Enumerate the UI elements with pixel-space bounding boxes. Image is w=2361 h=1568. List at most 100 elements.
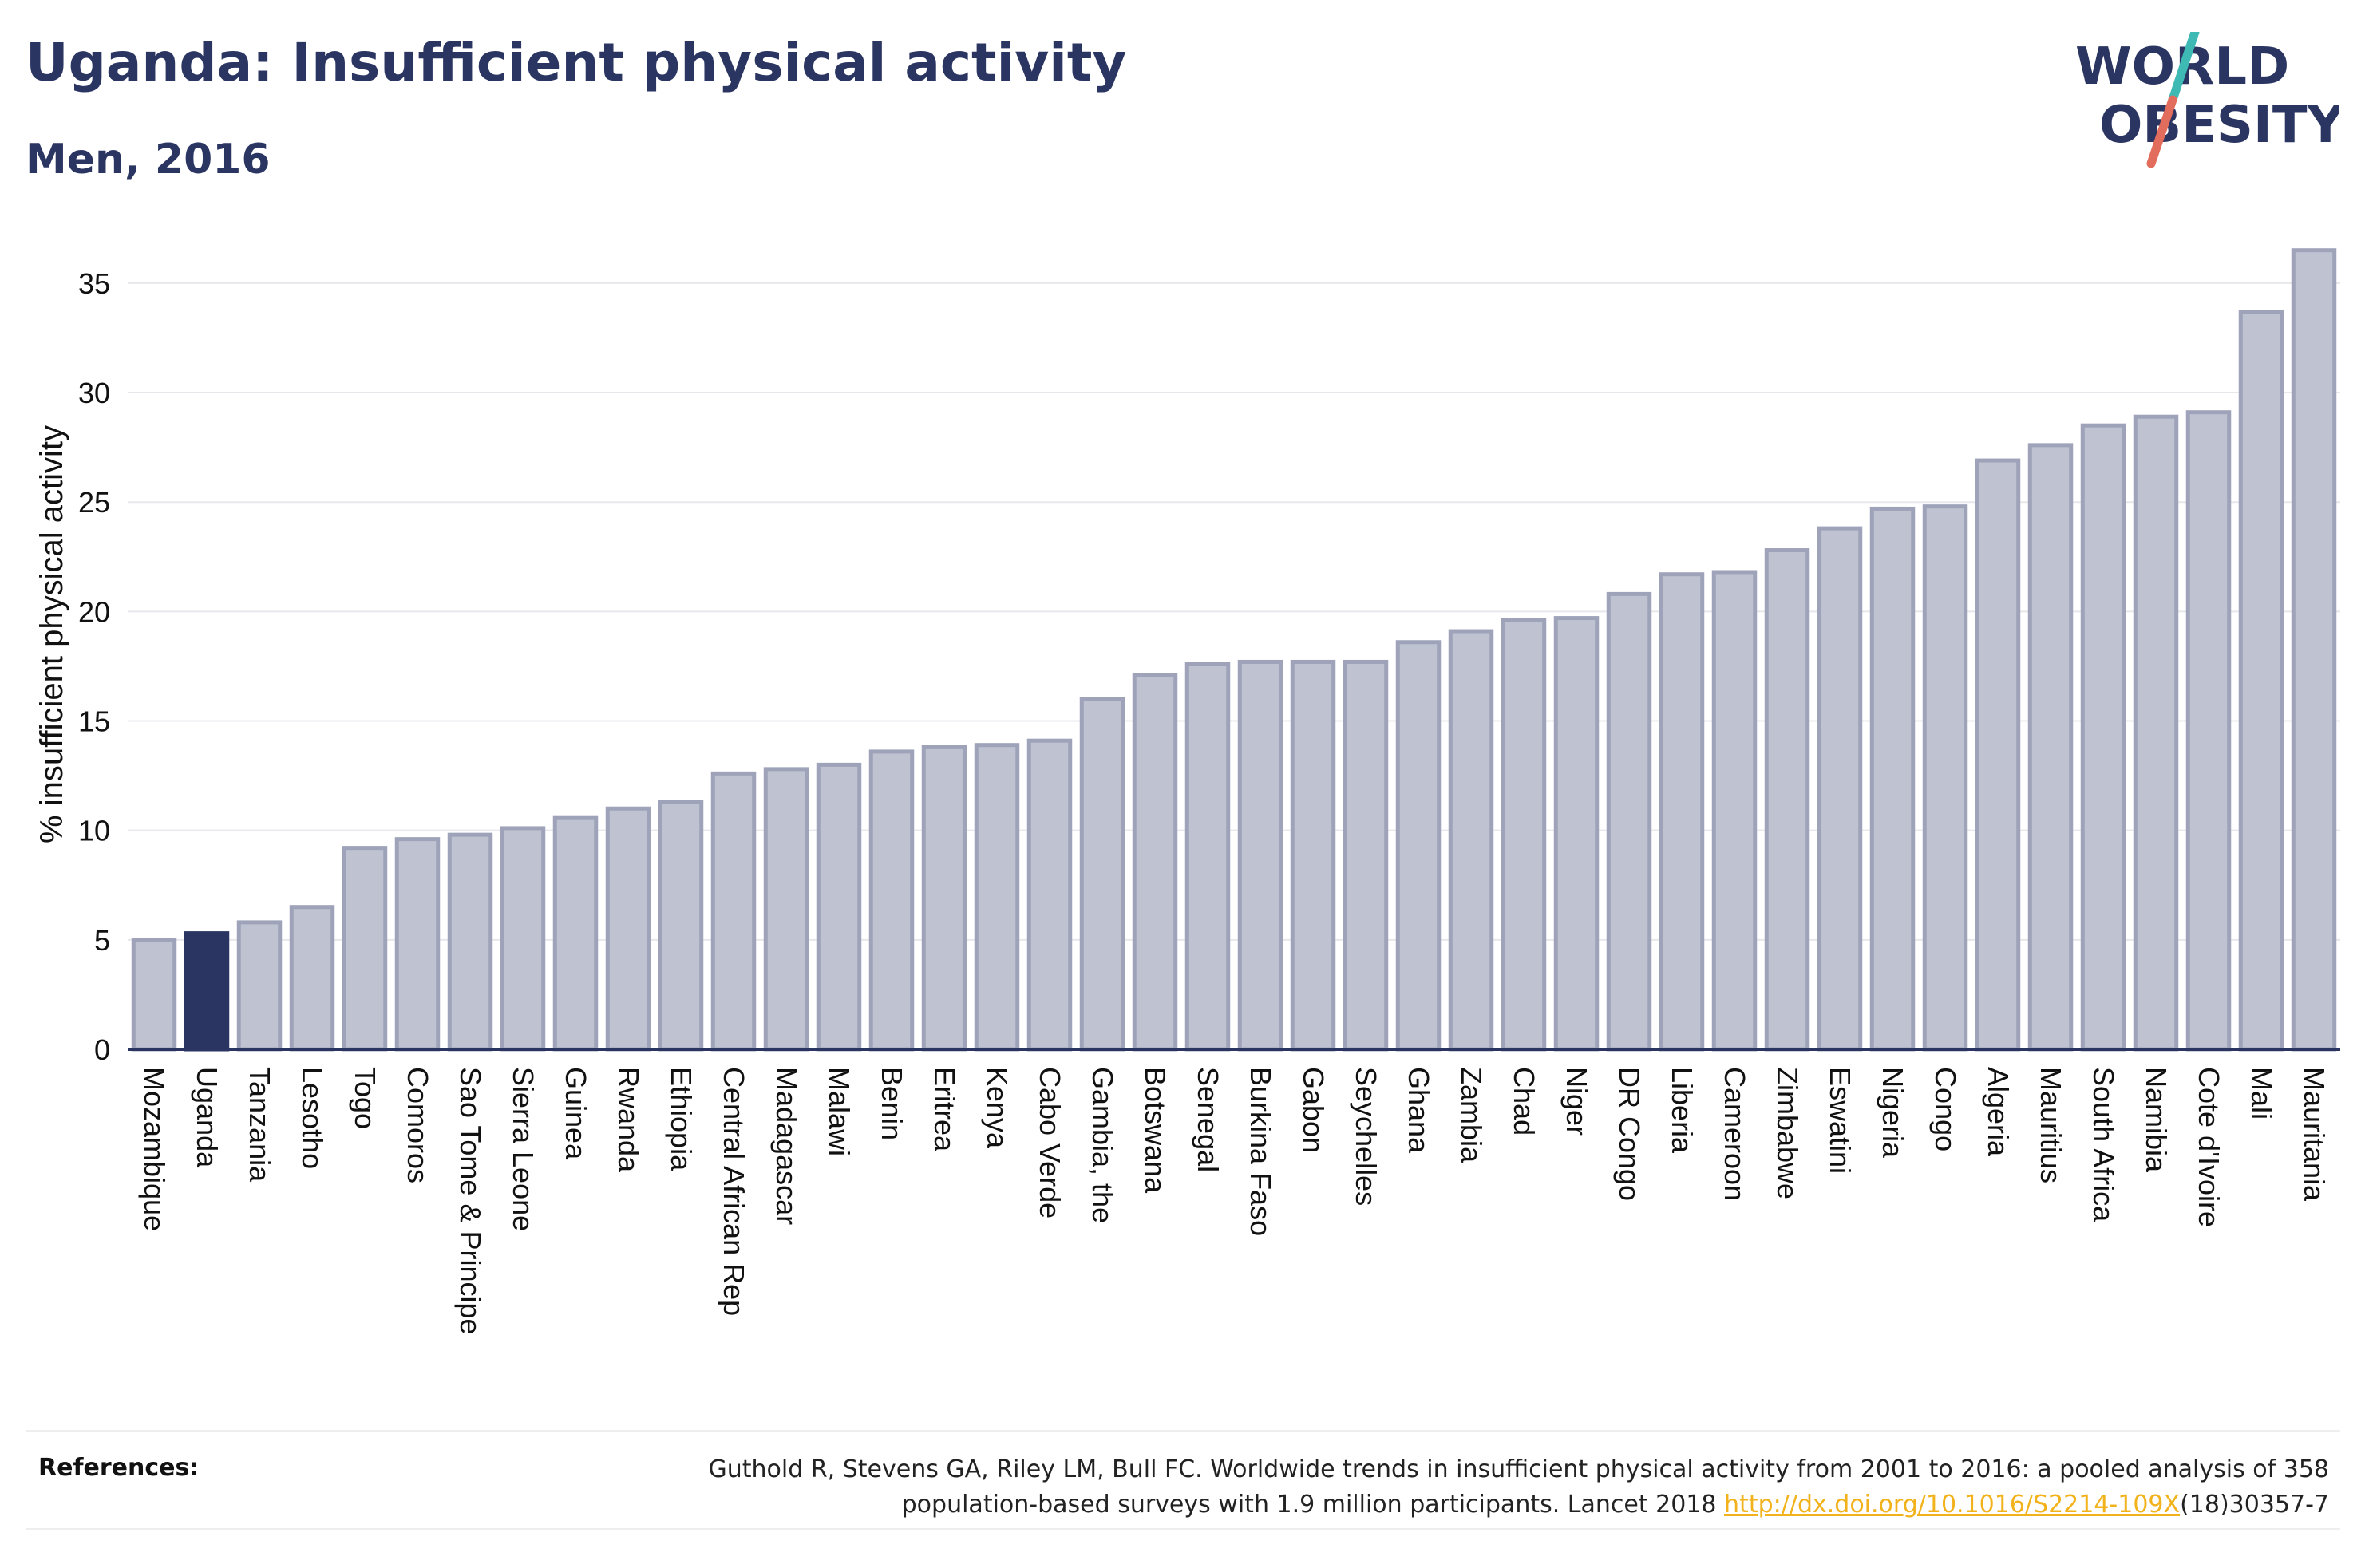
references-divider-top	[26, 1430, 2340, 1432]
x-tick-label: Sao Tome & Principe	[454, 1067, 487, 1335]
world-obesity-logo: WORLD OBESITY	[2075, 32, 2339, 168]
x-tick-label: Cameroon	[1718, 1067, 1751, 1201]
bar	[1869, 506, 1916, 1052]
x-tick-label: South Africa	[2087, 1067, 2120, 1222]
x-tick-label: Zimbabwe	[1771, 1067, 1804, 1199]
gridlines	[128, 282, 2340, 941]
bar	[1026, 738, 1073, 1052]
bar	[2027, 443, 2074, 1052]
y-tick-label: 10	[78, 815, 110, 847]
x-tick-label: Gambia, the	[1086, 1067, 1119, 1223]
bar	[1553, 616, 1600, 1052]
bar	[1290, 659, 1336, 1052]
x-tick-label: Gabon	[1297, 1067, 1330, 1153]
bar	[605, 806, 651, 1052]
x-tick-label: Togo	[349, 1067, 382, 1129]
x-tick-label: Liberia	[1666, 1067, 1699, 1154]
bar	[1711, 570, 1758, 1052]
x-tick-label: Benin	[876, 1067, 908, 1140]
bar	[447, 832, 493, 1052]
bar	[394, 837, 441, 1052]
y-tick-label: 35	[78, 267, 110, 300]
x-tick-label: Ethiopia	[665, 1067, 698, 1171]
x-tick-label: Cabo Verde	[1034, 1067, 1066, 1218]
x-tick-label: Mauritius	[2035, 1067, 2067, 1183]
bar	[974, 743, 1020, 1052]
bar	[1501, 618, 1547, 1052]
bar	[1343, 659, 1389, 1052]
y-tick-labels: 0 5 10 15 20 25 30 35	[78, 267, 110, 1066]
y-tick-label: 30	[78, 377, 110, 409]
bar	[2238, 310, 2284, 1052]
logo-slash-red	[2146, 95, 2177, 168]
bar	[1237, 659, 1283, 1052]
bar	[236, 920, 283, 1052]
x-tick-label: Rwanda	[612, 1067, 645, 1173]
x-tick-label: Algeria	[1982, 1067, 2015, 1157]
bar	[131, 938, 177, 1052]
bar	[1975, 458, 2021, 1052]
x-tick-label: Lesotho	[296, 1067, 329, 1169]
bar	[816, 762, 862, 1052]
logo-slash-teal	[2168, 32, 2200, 105]
references-line-2: population-based surveys with 1.9 millio…	[413, 1487, 2329, 1523]
x-tick-label: Chad	[1508, 1067, 1540, 1136]
chart-subtitle: Men, 2016	[26, 136, 271, 184]
bar	[1184, 662, 1231, 1052]
references-line-2-end: (18)30357-7	[2180, 1491, 2329, 1519]
x-tick-labels: Mozambique Uganda Tanzania Lesotho Togo Comor…	[138, 1067, 2331, 1335]
x-tick-label: Mozambique	[138, 1067, 171, 1231]
x-tick-label: Botswana	[1139, 1067, 1172, 1194]
x-tick-label: Cote d'Ivoire	[2193, 1067, 2225, 1227]
bar	[2133, 414, 2179, 1052]
bar	[1606, 591, 1652, 1052]
x-tick-label: Namibia	[2140, 1067, 2173, 1173]
x-tick-label: DR Congo	[1613, 1067, 1646, 1201]
bar	[289, 905, 335, 1052]
bar	[763, 767, 809, 1052]
x-tick-label: Malawi	[823, 1067, 856, 1156]
x-tick-label: Kenya	[981, 1067, 1014, 1149]
bar	[1659, 572, 1705, 1052]
bar	[1817, 526, 1863, 1052]
references-line-1: Guthold R, Stevens GA, Riley LM, Bull FC…	[708, 1455, 2329, 1483]
bar	[1132, 673, 1178, 1052]
bar	[1079, 697, 1125, 1052]
logo-word-obesity: OBESITY	[2099, 96, 2339, 155]
x-tick-label: Congo	[1929, 1067, 1962, 1151]
references-doi-link[interactable]: http://dx.doi.org/10.1016/S2214-109X	[1724, 1491, 2181, 1519]
x-tick-label: Burkina Faso	[1244, 1067, 1277, 1236]
bar	[342, 846, 388, 1052]
bar	[552, 815, 599, 1052]
x-tick-label: Madagascar	[770, 1067, 803, 1225]
bar	[1395, 640, 1442, 1052]
bar	[1448, 629, 1494, 1052]
references-text: Guthold R, Stevens GA, Riley LM, Bull FC…	[413, 1452, 2329, 1523]
x-tick-label: Mali	[2245, 1067, 2278, 1120]
x-tick-label: Central African Rep	[718, 1067, 750, 1316]
bar	[2080, 423, 2126, 1052]
bar	[658, 800, 704, 1052]
x-tick-label: Senegal	[1192, 1067, 1224, 1172]
bar-highlight	[184, 931, 230, 1052]
x-tick-label: Mauritania	[2298, 1067, 2331, 1202]
references-label: References:	[38, 1454, 200, 1482]
references-line-2-start: population-based surveys with 1.9 millio…	[901, 1491, 1725, 1519]
bar	[1922, 504, 1968, 1052]
x-tick-label: Comoros	[401, 1067, 434, 1183]
bars	[131, 248, 2337, 1052]
bar	[1764, 548, 1810, 1052]
x-tick-label: Seychelles	[1350, 1067, 1382, 1206]
x-tick-label: Niger	[1560, 1067, 1593, 1136]
y-tick-label: 25	[78, 486, 110, 519]
bar	[2291, 248, 2337, 1052]
x-tick-label: Zambia	[1455, 1067, 1488, 1163]
x-tick-label: Eritrea	[928, 1067, 961, 1152]
x-tick-label: Eswatini	[1824, 1067, 1857, 1174]
y-tick-label: 0	[94, 1033, 110, 1066]
x-tick-label: Sierra Leone	[507, 1067, 540, 1231]
x-tick-label: Uganda	[191, 1067, 223, 1168]
y-tick-label: 15	[78, 705, 110, 738]
x-tick-label: Ghana	[1402, 1067, 1435, 1154]
chart-title: Uganda: Insufficient physical activity	[26, 32, 1127, 93]
